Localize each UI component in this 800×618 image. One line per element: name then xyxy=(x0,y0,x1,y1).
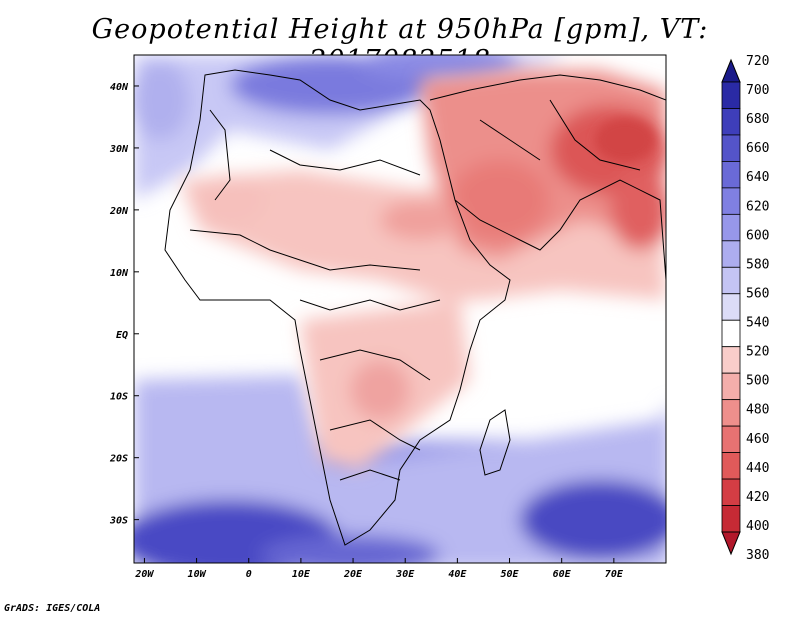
lat-tick-label: 20N xyxy=(109,206,129,217)
colorbar-label: 640 xyxy=(746,170,769,185)
lon-tick-label: 20W xyxy=(134,569,154,580)
colorbar-label: 540 xyxy=(746,316,769,331)
colorbar-swatch xyxy=(721,372,741,401)
lat-tick-label: 30N xyxy=(109,144,129,155)
colorbar-swatch xyxy=(721,81,741,109)
colorbar-swatch xyxy=(721,319,741,348)
lon-tick-label: 30E xyxy=(395,569,415,580)
colorbar-swatch xyxy=(721,505,741,533)
colorbar-swatch xyxy=(721,213,741,242)
lon-tick-label: 10E xyxy=(292,569,311,580)
height-field xyxy=(134,55,666,563)
colorbar-swatch xyxy=(721,134,741,162)
colorbar-label: 720 xyxy=(746,54,769,69)
colorbar-swatch xyxy=(721,346,741,374)
colorbar-label: 480 xyxy=(746,403,769,418)
colorbar-swatch xyxy=(721,293,741,321)
colorbar-swatch xyxy=(721,399,741,427)
lon-tick-label: 60E xyxy=(553,569,572,580)
axis-ticks: 20W 10W 0 10E 20E 30E 40E 50E 60E 70E 40N 30N 20N 10N… xyxy=(109,82,624,580)
lat-tick-label: 10S xyxy=(110,392,128,403)
lat-tick-label: 30S xyxy=(109,516,128,527)
colorbar-label: 440 xyxy=(746,461,769,476)
lon-tick-label: 10W xyxy=(188,569,207,580)
coastlines xyxy=(164,69,666,546)
colorbar-label: 380 xyxy=(746,548,769,563)
colorbar-swatch xyxy=(721,425,741,453)
lat-tick-label: 10N xyxy=(110,268,129,279)
lon-tick-label: 0 xyxy=(246,569,252,580)
lat-tick-label: 20S xyxy=(109,454,128,465)
colorbar-swatch xyxy=(721,266,741,295)
colorbar-label: 620 xyxy=(746,199,769,214)
colorbar-swatch xyxy=(721,187,741,215)
lon-tick-label: 70E xyxy=(605,569,624,580)
colorbar-label: 420 xyxy=(746,490,769,505)
map-frame xyxy=(133,54,667,564)
lat-tick-label: 40N xyxy=(110,82,129,93)
colorbar-label: 600 xyxy=(746,228,769,243)
colorbar-swatch xyxy=(721,240,741,268)
colorbar-label: 660 xyxy=(746,141,769,156)
lon-tick-label: 20E xyxy=(343,569,363,580)
colorbar-swatch xyxy=(721,452,741,480)
lon-tick-label: 40E xyxy=(448,569,467,580)
colorbar-swatch xyxy=(721,161,741,189)
colorbar-swatch xyxy=(721,478,741,506)
colorbar-label: 700 xyxy=(746,83,769,98)
lon-tick-label: 50E xyxy=(500,569,519,580)
colorbar-label: 500 xyxy=(746,374,769,389)
colorbar-label: 680 xyxy=(746,112,769,127)
triangle-up-icon xyxy=(721,58,741,83)
lat-tick-label: EQ xyxy=(116,330,128,341)
triangle-down-icon xyxy=(721,531,741,556)
colorbar-label: 460 xyxy=(746,432,769,447)
colorbar-swatch xyxy=(721,108,741,136)
colorbar-label: 400 xyxy=(746,519,769,534)
colorbar-label: 580 xyxy=(746,257,769,272)
credit-label: GrADS: IGES/COLA xyxy=(4,603,101,614)
colorbar-label: 520 xyxy=(746,345,769,360)
colorbar: 380 400 420 440 460 480 500 520 540 560 580 600 620 6… xyxy=(721,54,769,563)
colorbar-label: 560 xyxy=(746,286,769,301)
